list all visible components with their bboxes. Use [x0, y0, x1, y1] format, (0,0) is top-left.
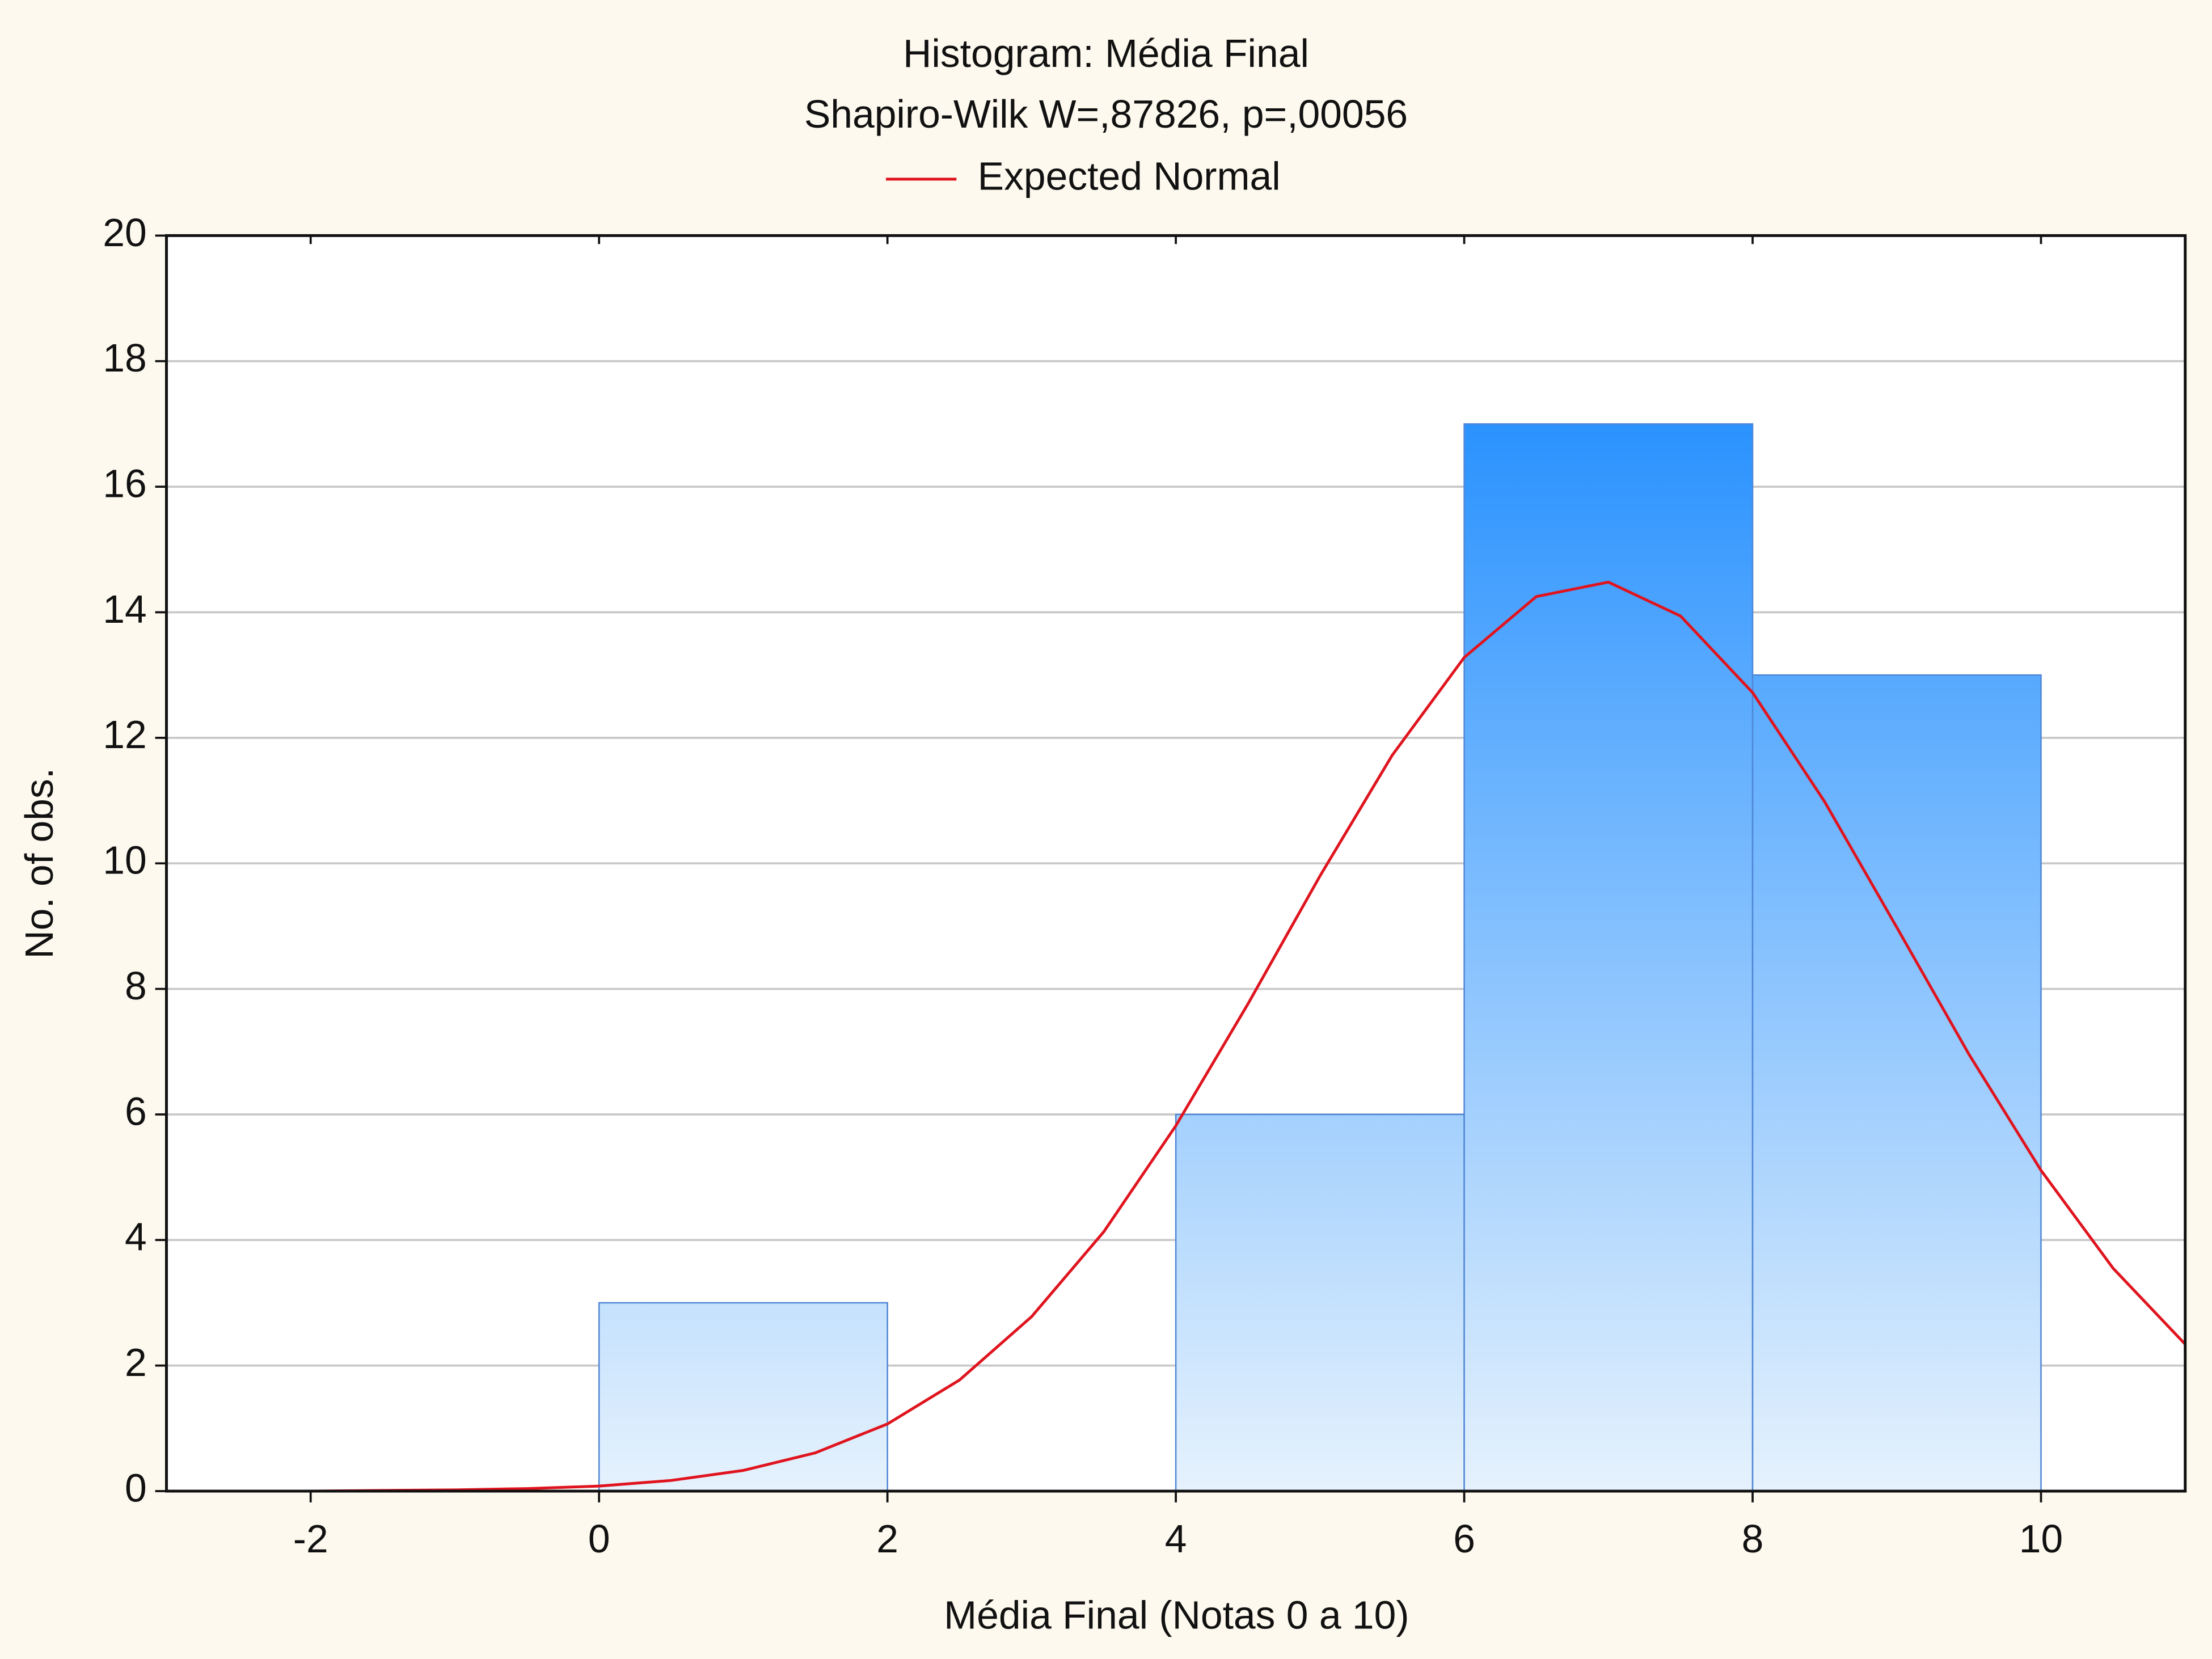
y-tick-label: 14 [103, 587, 146, 631]
y-tick-label: 10 [103, 838, 146, 883]
bar [1463, 423, 1754, 1492]
y-tick-label: 20 [103, 210, 146, 255]
x-tick-label: 8 [1742, 1517, 1764, 1561]
x-tick-label: 0 [588, 1517, 610, 1561]
x-tick-label: 4 [1165, 1517, 1187, 1561]
x-axis-label: Média Final (Notas 0 a 10) [944, 1593, 1409, 1637]
y-tick-label: 4 [125, 1215, 147, 1259]
plot-frame [165, 234, 2187, 1493]
y-axis-label: No. of obs. [17, 768, 61, 959]
x-tick-label: 6 [1453, 1517, 1475, 1561]
bar [1751, 674, 2042, 1492]
y-tick-label: 0 [125, 1466, 147, 1510]
y-tick-label: 18 [103, 336, 146, 380]
chart-title: Histogram: Média Final [903, 31, 1309, 75]
x-tick-label: -2 [293, 1517, 328, 1561]
bar [1175, 1113, 1465, 1492]
x-tick-label: 10 [2019, 1517, 2063, 1561]
bar [598, 1302, 888, 1492]
y-tick-label: 12 [103, 712, 146, 757]
y-tick-label: 16 [103, 461, 146, 505]
x-tick-label: 2 [876, 1517, 898, 1561]
y-tick-label: 8 [125, 964, 147, 1008]
normal-curve [166, 580, 2186, 1493]
chart-subtitle: Shapiro-Wilk W=,87826, p=,00056 [804, 92, 1408, 136]
y-tick-label: 6 [125, 1089, 147, 1133]
legend-label: Expected Normal [978, 154, 1281, 198]
y-tick-label: 2 [125, 1340, 147, 1384]
